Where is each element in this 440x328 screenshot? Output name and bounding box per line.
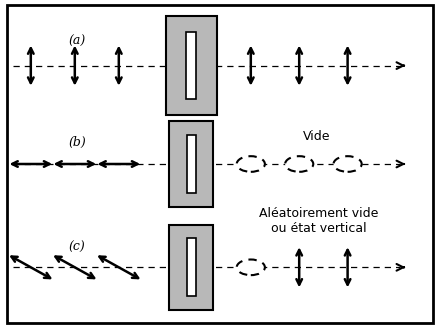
Ellipse shape — [237, 259, 265, 275]
Text: Aléatoirement vide
ou état vertical: Aléatoirement vide ou état vertical — [259, 207, 379, 236]
Ellipse shape — [237, 156, 265, 172]
Bar — [166, 16, 216, 115]
Text: (b): (b) — [68, 136, 86, 149]
Text: (a): (a) — [68, 34, 85, 48]
Ellipse shape — [334, 156, 362, 172]
Text: Vide: Vide — [303, 130, 330, 143]
Text: (c): (c) — [68, 241, 85, 254]
Bar — [187, 238, 196, 296]
Bar — [187, 32, 196, 99]
Bar — [169, 225, 213, 310]
Bar — [187, 135, 196, 193]
Bar — [169, 121, 213, 207]
Ellipse shape — [285, 156, 313, 172]
